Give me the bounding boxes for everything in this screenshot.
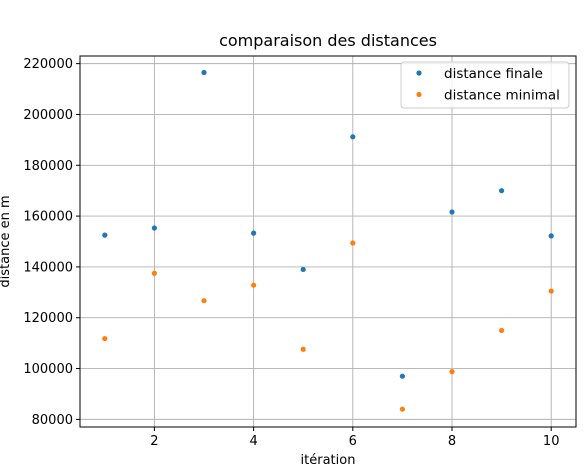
data-point-distance-minimal (102, 335, 108, 342)
data-points (102, 69, 554, 412)
data-point-distance-minimal (201, 298, 207, 304)
legend-marker-distance-minimal (416, 91, 422, 98)
data-point-distance-finale (399, 373, 405, 379)
x-tick-label: 4 (249, 434, 257, 449)
y-tick-label: 200000 (23, 108, 73, 123)
plot-frame (79, 55, 577, 428)
x-tick-label: 6 (349, 434, 357, 449)
data-point-distance-finale (151, 225, 157, 231)
y-tick-label: 180000 (23, 159, 73, 174)
y-tick-label: 140000 (23, 260, 73, 275)
x-tick-label: 2 (150, 434, 158, 449)
data-point-distance-finale (201, 69, 207, 76)
data-point-distance-minimal (499, 327, 505, 334)
data-point-distance-finale (251, 230, 257, 236)
data-point-distance-finale (102, 232, 108, 238)
data-point-distance-minimal (151, 270, 157, 276)
legend-label-distance-finale: distance finale (444, 66, 543, 82)
legend-label-distance-minimal: distance minimal (444, 88, 560, 104)
data-point-distance-finale (300, 266, 306, 273)
data-point-distance-minimal (449, 369, 455, 375)
data-point-distance-minimal (548, 288, 554, 294)
x-tick-label: 10 (543, 434, 560, 449)
y-tick-label: 220000 (23, 57, 73, 72)
chart-title: comparaison des distances (219, 31, 437, 50)
data-point-distance-finale (499, 188, 505, 194)
y-tick-label: 160000 (23, 210, 73, 225)
data-point-distance-finale (449, 209, 455, 215)
x-tick-label: 8 (448, 434, 456, 449)
grid-lines (80, 56, 576, 427)
y-tick-label: 80000 (32, 413, 73, 428)
axis-ticks: 2 4 6 8 10 80000 100000 120000 140000 160000 18000… (23, 57, 559, 449)
data-point-distance-minimal (399, 406, 405, 412)
y-axis-label: distance en m (0, 195, 13, 287)
data-point-distance-minimal (350, 240, 356, 246)
y-tick-label: 100000 (23, 362, 73, 377)
data-point-distance-finale (548, 233, 554, 239)
data-point-distance-minimal (300, 346, 306, 352)
y-tick-label: 120000 (23, 311, 73, 326)
legend-box (400, 61, 570, 109)
x-axis-label: itération (301, 453, 356, 468)
data-point-distance-finale (350, 134, 356, 140)
legend-marker-distance-finale (416, 70, 422, 76)
data-point-distance-minimal (251, 282, 257, 288)
legend: distance finale distance minimal (400, 61, 570, 109)
